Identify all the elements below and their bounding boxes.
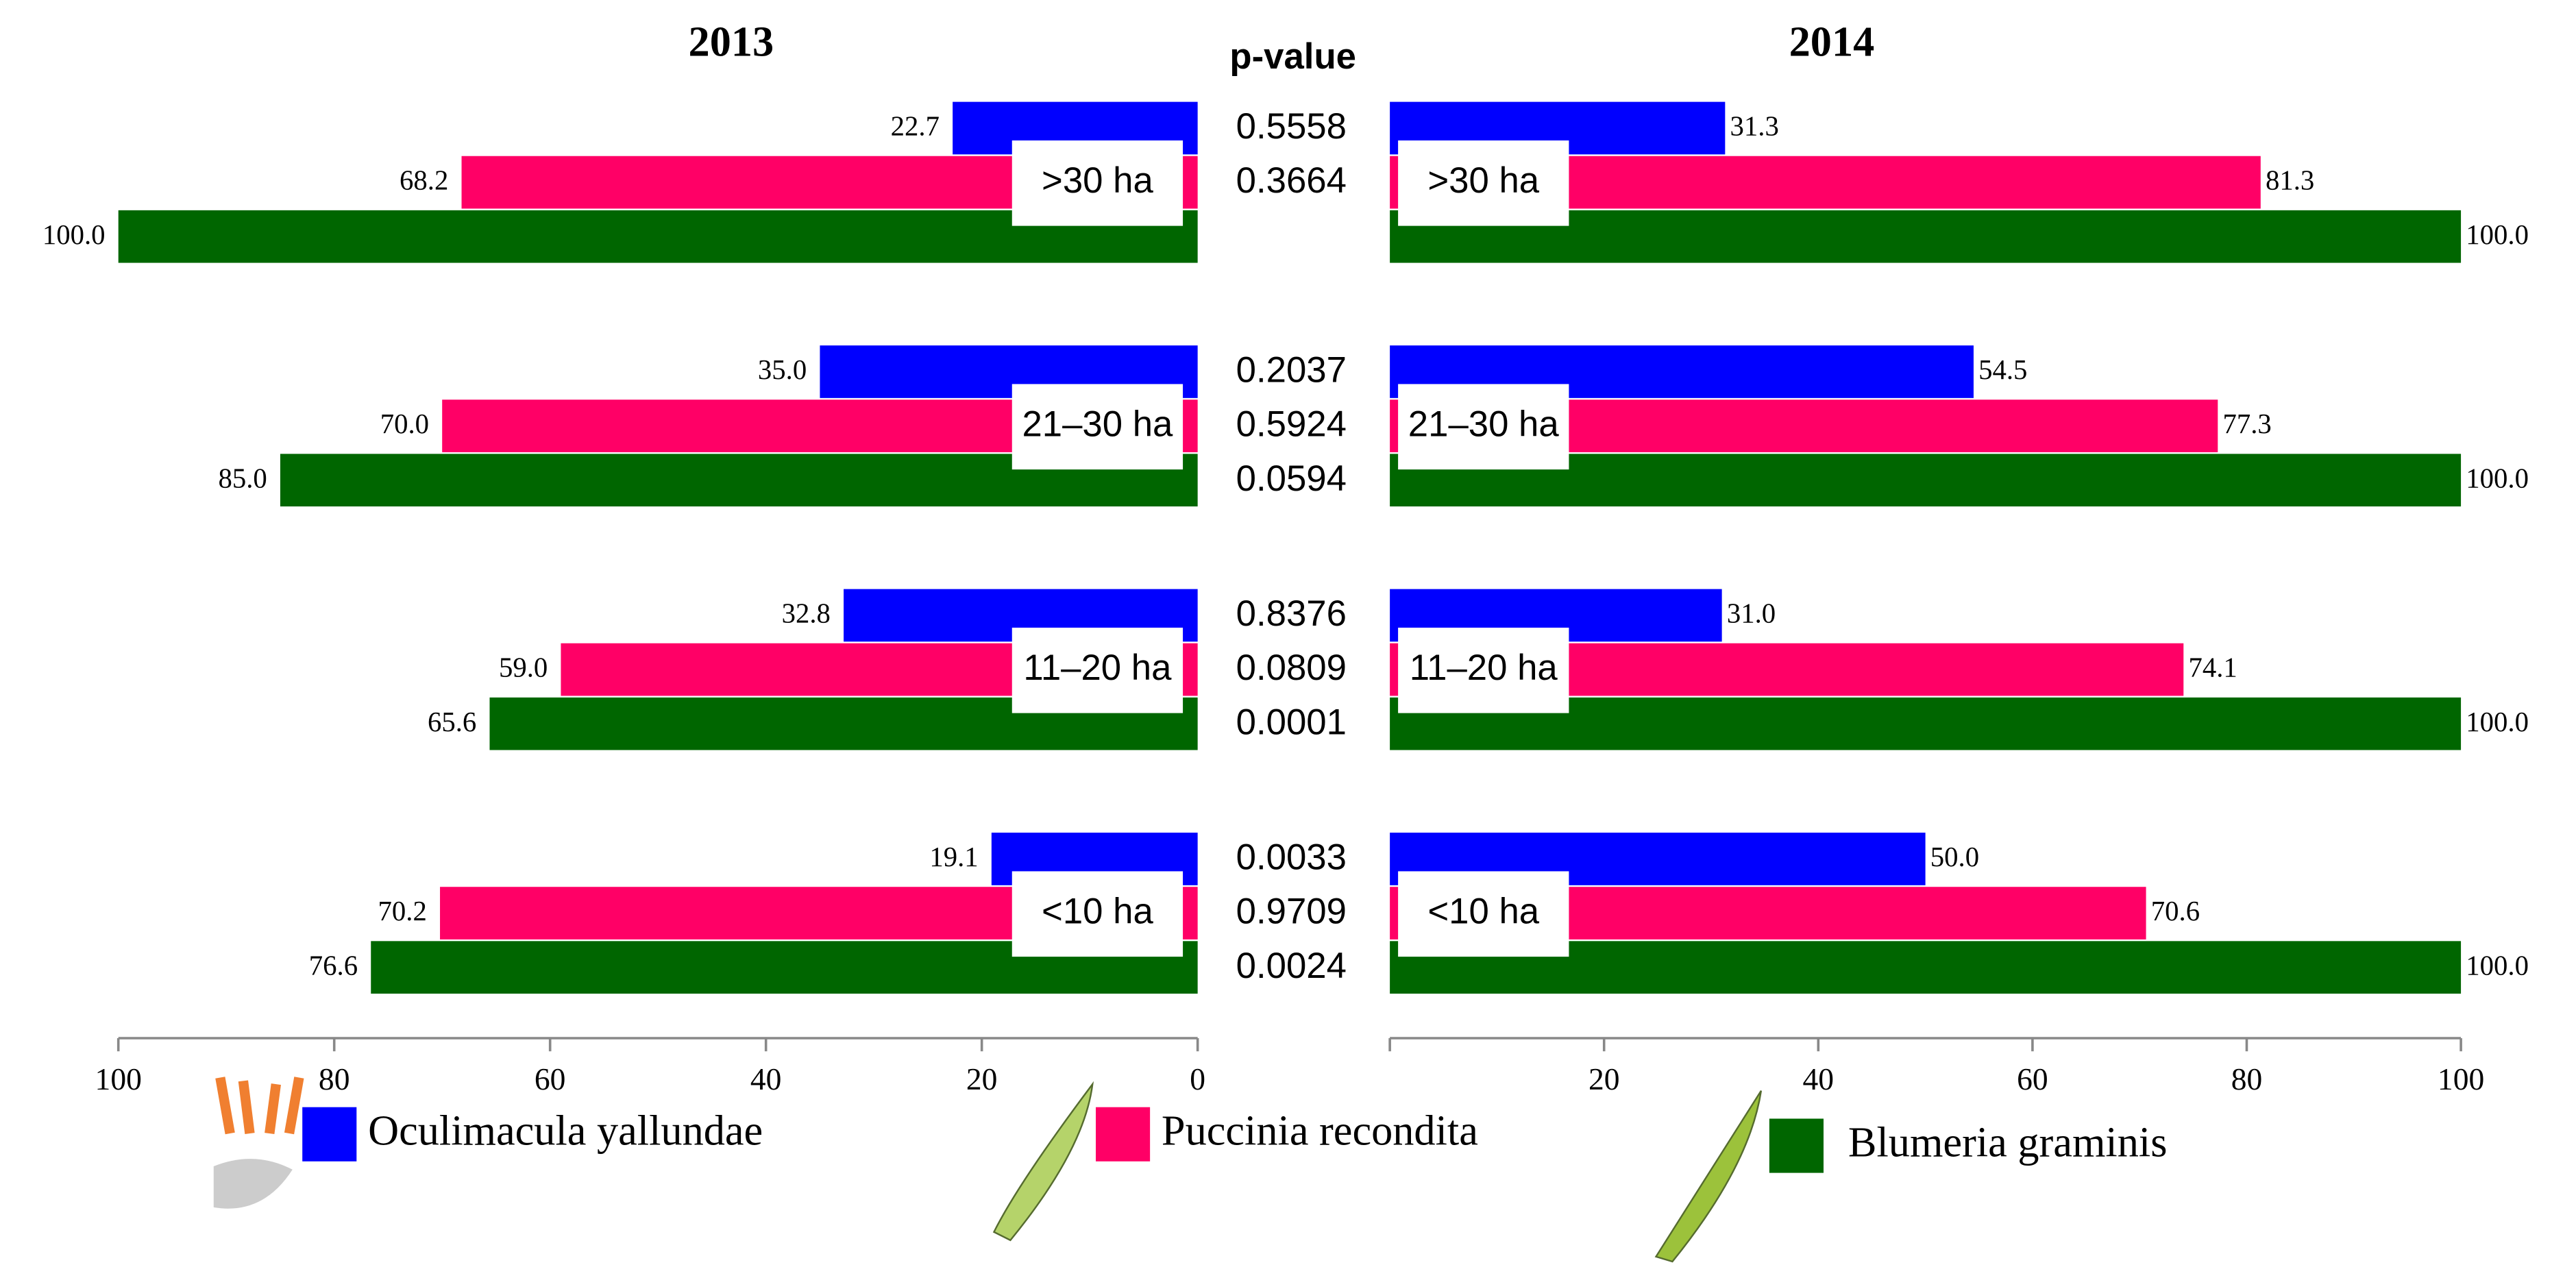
value-label: 77.3 xyxy=(2222,408,2271,439)
legend-swatch xyxy=(1096,1107,1151,1162)
category-label: 21–30 ha xyxy=(1022,404,1173,445)
value-label: 50.0 xyxy=(1930,841,1979,872)
value-label: 70.0 xyxy=(380,408,429,439)
p-value: 0.0001 xyxy=(1236,702,1347,742)
value-label: 81.3 xyxy=(2266,165,2314,196)
category-box xyxy=(1398,871,1569,957)
legend-swatch xyxy=(1769,1118,1824,1173)
value-label: 31.3 xyxy=(1730,111,1779,142)
x-tick-label: 40 xyxy=(750,1061,782,1096)
category-box xyxy=(1011,384,1183,470)
value-label: 31.0 xyxy=(1727,598,1776,629)
legend-label: Blumeria graminis xyxy=(1848,1119,2168,1166)
icon-roots xyxy=(213,1159,293,1209)
value-label: 100.0 xyxy=(42,219,106,250)
category-box xyxy=(1011,871,1183,957)
p-value: 0.2037 xyxy=(1236,350,1347,391)
x-tick-label: 100 xyxy=(95,1061,142,1096)
category-label: <10 ha xyxy=(1427,892,1539,932)
category-label: 11–20 ha xyxy=(1023,648,1172,688)
value-label: 74.1 xyxy=(2188,652,2237,683)
legend-icons xyxy=(213,1077,1763,1263)
value-label: 100.0 xyxy=(2466,706,2529,737)
value-label: 100.0 xyxy=(2466,950,2529,981)
x-tick-label: 20 xyxy=(1588,1061,1620,1096)
category-label: <10 ha xyxy=(1042,892,1153,932)
p-value: 0.0024 xyxy=(1236,946,1347,986)
p-value: 0.0594 xyxy=(1236,458,1347,499)
icon-leaf xyxy=(1654,1090,1763,1263)
value-label: 70.2 xyxy=(378,896,427,926)
value-label: 65.6 xyxy=(428,706,476,737)
icon-leaf xyxy=(992,1081,1094,1242)
value-label: 85.0 xyxy=(218,463,267,493)
legend-label: Oculimacula yallundae xyxy=(368,1107,763,1155)
value-label: 22.7 xyxy=(891,111,940,142)
value-label: 100.0 xyxy=(2466,463,2529,493)
p-value-title: p-value xyxy=(1229,36,1356,77)
p-value: 0.5924 xyxy=(1236,404,1347,445)
x-tick-label: 40 xyxy=(1803,1061,1835,1096)
p-value: 0.0809 xyxy=(1236,648,1347,688)
category-box xyxy=(1398,627,1569,713)
p-value: 0.9709 xyxy=(1236,892,1347,932)
x-tick-label: 60 xyxy=(2017,1061,2048,1096)
p-value: 0.5558 xyxy=(1236,106,1347,147)
value-label: 54.5 xyxy=(1978,354,2027,385)
value-label: 32.8 xyxy=(782,598,831,629)
category-label: 21–30 ha xyxy=(1408,404,1560,445)
value-label: 19.1 xyxy=(929,841,978,872)
icon-stems xyxy=(215,1077,304,1135)
value-label: 70.6 xyxy=(2151,896,2200,926)
value-label: 59.0 xyxy=(499,652,548,683)
legend-swatch xyxy=(302,1107,357,1162)
value-label: 76.6 xyxy=(309,950,358,981)
category-box xyxy=(1398,140,1569,226)
x-tick-label: 100 xyxy=(2438,1061,2484,1096)
category-box xyxy=(1011,140,1183,226)
legend-label: Puccinia recondita xyxy=(1162,1107,1478,1155)
value-label: 35.0 xyxy=(758,354,807,385)
value-label: 68.2 xyxy=(400,165,448,196)
category-label: >30 ha xyxy=(1042,160,1153,201)
p-value: 0.0033 xyxy=(1236,837,1347,878)
category-box xyxy=(1011,627,1183,713)
category-label: >30 ha xyxy=(1427,160,1539,201)
x-tick-label: 80 xyxy=(319,1061,350,1096)
chart-title: 2014 xyxy=(1789,18,1875,65)
x-tick-label: 0 xyxy=(1190,1061,1205,1096)
x-tick-label: 60 xyxy=(535,1061,566,1096)
x-tick-label: 80 xyxy=(2231,1061,2263,1096)
p-value: 0.3664 xyxy=(1236,160,1347,201)
category-box xyxy=(1398,384,1569,470)
chart-title: 2013 xyxy=(689,18,774,65)
value-label: 100.0 xyxy=(2466,219,2529,250)
category-label: 11–20 ha xyxy=(1410,648,1558,688)
p-value: 0.8376 xyxy=(1236,593,1347,634)
x-tick-label: 20 xyxy=(966,1061,998,1096)
